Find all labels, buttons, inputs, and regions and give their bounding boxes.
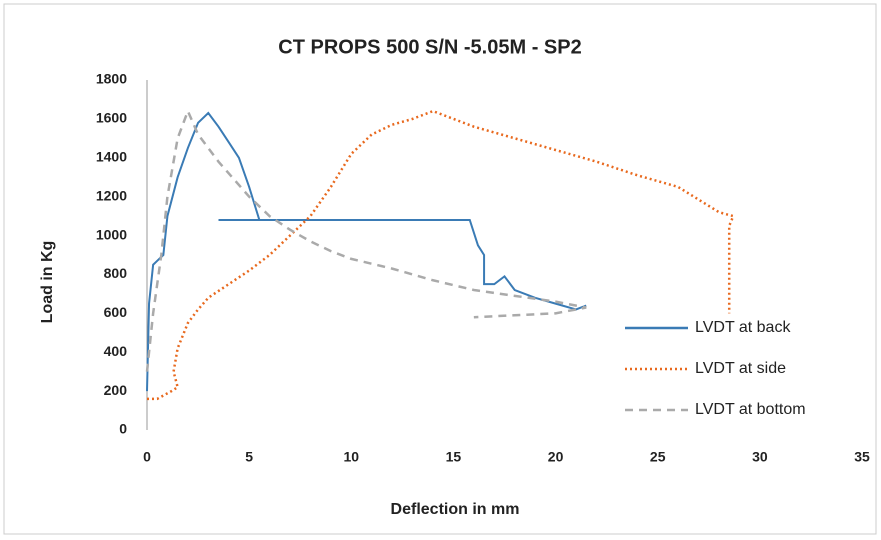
chart-title: CT PROPS 500 S/N -5.05M - SP2 (278, 36, 581, 58)
y-tick-label: 1200 (96, 187, 127, 203)
y-tick-label: 0 (119, 421, 127, 437)
y-tick-label: 600 (104, 304, 128, 320)
legend-label: LVDT at side (695, 360, 786, 377)
x-tick-label: 10 (343, 449, 359, 465)
x-tick-label: 0 (143, 449, 151, 465)
x-axis-label: Deflection in mm (391, 501, 520, 518)
y-tick-label: 1800 (96, 71, 127, 87)
x-tick-label: 15 (446, 449, 462, 465)
y-axis-label: Load in Kg (39, 241, 56, 324)
y-tick-label: 200 (104, 382, 128, 398)
y-tick-label: 400 (104, 343, 128, 359)
x-tick-label: 5 (245, 449, 253, 465)
legend-label: LVDT at bottom (695, 401, 806, 418)
y-tick-label: 800 (104, 265, 128, 281)
y-tick-label: 1600 (96, 110, 127, 126)
legend-label: LVDT at back (695, 319, 791, 336)
x-tick-label: 35 (854, 449, 870, 465)
x-tick-label: 20 (548, 449, 564, 465)
y-tick-label: 1000 (96, 226, 127, 242)
x-tick-label: 30 (752, 449, 768, 465)
series-line (146, 111, 587, 392)
chart-frame (3, 3, 877, 535)
series-line (145, 107, 587, 372)
x-tick-label: 25 (650, 449, 666, 465)
y-tick-label: 1400 (96, 148, 127, 164)
